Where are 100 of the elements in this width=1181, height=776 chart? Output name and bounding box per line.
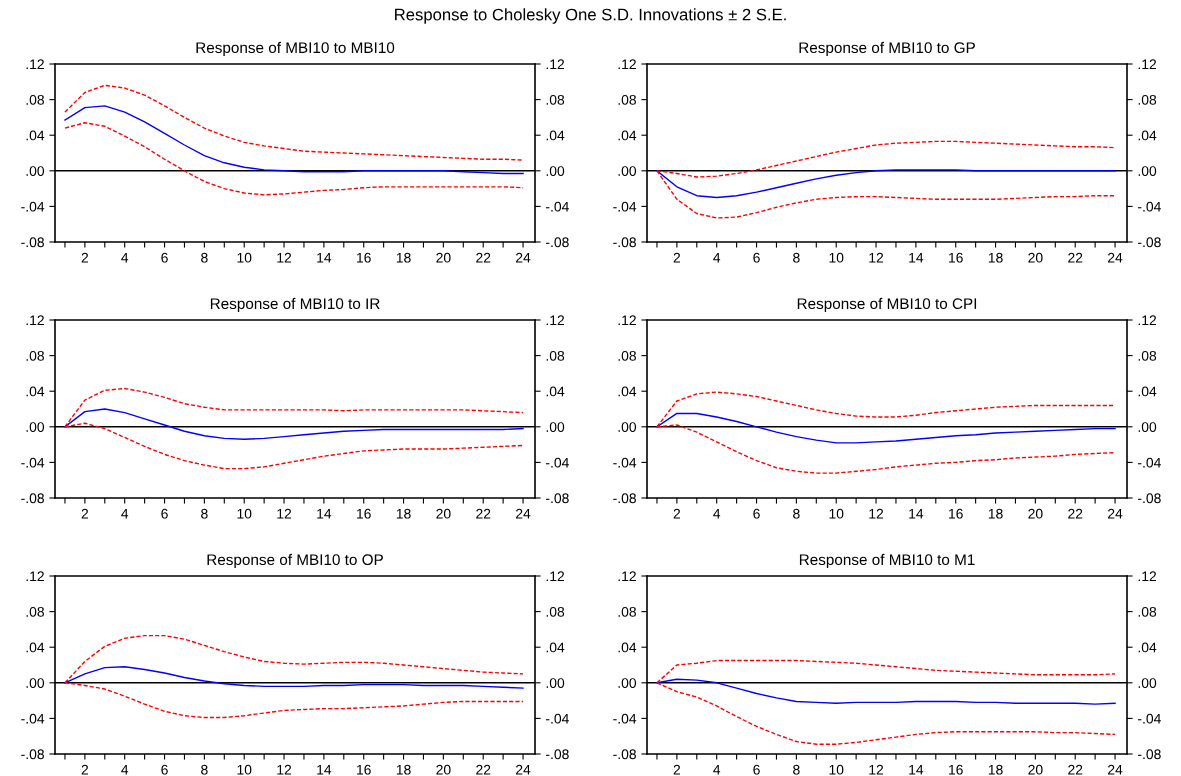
y-tick-label: -.08	[613, 749, 636, 760]
x-tick-label: 6	[161, 764, 168, 775]
y2-tick-label: .04	[546, 642, 565, 653]
x-tick-label: 2	[81, 252, 89, 263]
y-tick-label: -.04	[613, 457, 637, 468]
x-tick-label: 2	[673, 508, 681, 519]
x-tick-label: 8	[793, 508, 800, 519]
y-tick-label: .12	[618, 315, 636, 326]
y2-tick-label: -.04	[546, 713, 569, 724]
y-tick-label: -.04	[21, 201, 45, 212]
x-tick-label: 22	[476, 252, 491, 263]
y2-tick-label: .04	[546, 130, 565, 141]
y-tick-label: .00	[26, 678, 45, 688]
x-tick-label: 18	[396, 508, 411, 519]
y-tick-label: -.04	[21, 457, 45, 468]
y2-tick-label: .00	[1138, 678, 1157, 688]
y2-tick-label: -.08	[546, 749, 569, 760]
x-tick-label: 4	[713, 764, 721, 775]
x-tick-label: 16	[357, 508, 371, 519]
y-tick-label: -.08	[613, 237, 636, 248]
x-tick-label: 20	[1028, 764, 1043, 775]
y-tick-label: .00	[618, 422, 637, 432]
y-tick-label: .12	[618, 571, 636, 582]
y2-tick-label: .00	[546, 422, 565, 432]
y-tick-label: .08	[26, 606, 44, 617]
y-tick-label: .08	[26, 350, 44, 361]
chart-title: Response of MBI10 to IR	[210, 297, 380, 313]
y-tick-label: .12	[618, 59, 636, 70]
x-tick-label: 8	[201, 252, 208, 263]
y-tick-label: -.08	[21, 237, 44, 248]
y-tick-label: .04	[26, 386, 45, 397]
x-tick-label: 10	[237, 252, 252, 263]
x-tick-label: 14	[909, 508, 924, 519]
x-tick-label: 2	[673, 764, 681, 775]
x-tick-label: 8	[201, 764, 208, 775]
y-tick-label: .12	[26, 571, 44, 582]
chart-title: Response of MBI10 to MBI10	[196, 41, 395, 57]
y-tick-label: .08	[618, 94, 636, 105]
x-tick-label: 2	[81, 764, 89, 775]
x-tick-label: 22	[476, 508, 491, 519]
x-tick-label: 4	[713, 508, 721, 519]
y2-tick-label: .12	[546, 59, 565, 70]
x-tick-label: 24	[516, 508, 531, 519]
x-tick-label: 22	[476, 764, 491, 775]
y2-tick-label: -.08	[546, 237, 569, 248]
x-tick-label: 22	[1068, 508, 1083, 519]
x-tick-label: 8	[201, 508, 208, 519]
y2-tick-label: .08	[546, 94, 565, 105]
y-tick-label: .00	[26, 166, 45, 176]
y2-tick-label: .12	[1138, 59, 1157, 70]
y2-tick-label: -.08	[1138, 237, 1161, 248]
y2-tick-label: .12	[546, 571, 565, 582]
x-tick-label: 20	[436, 252, 451, 263]
x-tick-label: 24	[1108, 252, 1123, 263]
x-tick-label: 10	[829, 508, 844, 519]
chart-title: Response of MBI10 to CPI	[797, 297, 977, 313]
x-tick-label: 18	[988, 508, 1003, 519]
x-tick-label: 14	[909, 764, 924, 775]
y2-tick-label: .08	[1138, 606, 1157, 617]
y2-tick-label: .00	[1138, 422, 1157, 432]
x-tick-label: 4	[121, 508, 129, 519]
x-tick-label: 20	[436, 764, 451, 775]
x-tick-label: 16	[357, 252, 371, 263]
x-tick-label: 6	[753, 764, 760, 775]
y2-tick-label: .00	[546, 678, 565, 688]
y-tick-label: -.08	[613, 493, 636, 504]
y-tick-label: .00	[618, 678, 637, 688]
x-tick-label: 6	[161, 508, 168, 519]
chart-title: Response of MBI10 to M1	[799, 553, 975, 569]
y2-tick-label: -.08	[1138, 493, 1161, 504]
x-tick-label: 12	[277, 252, 292, 263]
x-tick-label: 20	[436, 508, 451, 519]
x-tick-label: 18	[396, 252, 411, 263]
x-tick-label: 14	[909, 252, 924, 263]
y-tick-label: .04	[618, 642, 637, 653]
x-tick-label: 12	[869, 252, 884, 263]
x-tick-label: 8	[793, 764, 800, 775]
x-tick-label: 6	[753, 252, 760, 263]
y-tick-label: -.04	[21, 713, 45, 724]
y-tick-label: .08	[618, 606, 636, 617]
x-tick-label: 24	[1108, 764, 1123, 775]
x-tick-label: 2	[81, 508, 89, 519]
y2-tick-label: .08	[1138, 350, 1157, 361]
y-tick-label: .04	[618, 386, 637, 397]
x-tick-label: 16	[949, 508, 963, 519]
y-tick-label: .04	[618, 130, 637, 141]
x-tick-label: 16	[949, 252, 963, 263]
x-tick-label: 24	[516, 764, 531, 775]
y-tick-label: .00	[618, 166, 637, 176]
x-tick-label: 10	[237, 508, 252, 519]
y2-tick-label: .08	[1138, 94, 1157, 105]
y-tick-label: -.04	[613, 713, 637, 724]
y2-tick-label: -.08	[1138, 749, 1161, 760]
y-tick-label: .12	[26, 315, 44, 326]
x-tick-label: 18	[396, 764, 411, 775]
y-tick-label: .04	[26, 642, 45, 653]
y2-tick-label: -.04	[546, 201, 569, 212]
x-tick-label: 4	[713, 252, 721, 263]
y2-tick-label: -.04	[546, 457, 569, 468]
y2-tick-label: .08	[546, 350, 565, 361]
